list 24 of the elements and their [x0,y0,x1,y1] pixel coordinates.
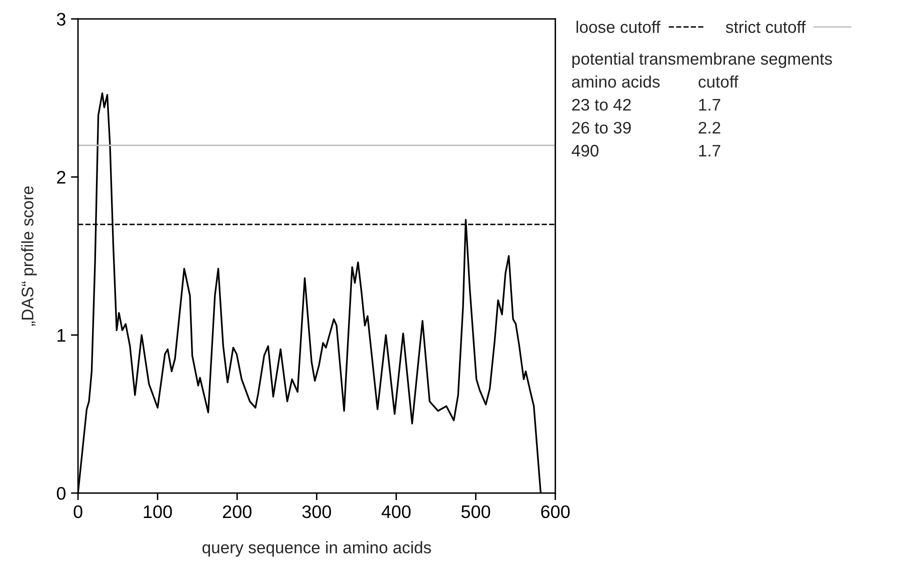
x-tick-label: 0 [74,505,82,518]
text: 490 [572,144,598,157]
x-tick-label: 400 [382,505,411,518]
x-tick-label: 300 [302,505,332,518]
legend-label: strict cutoff [726,20,806,33]
legend-label: loose cutoff [576,20,660,33]
text: 1.7 [699,99,720,110]
text: 23 to 42 [572,98,631,111]
x-tick-label: 100 [144,505,172,518]
x-tick-label: 500 [461,505,490,518]
x-tick-label: 600 [541,505,570,518]
text: 2.2 [698,122,720,134]
y-tick-label: 0 [56,487,66,500]
text: potential transmembrane segments [572,52,832,68]
y-tick-label: 3 [56,12,66,26]
x-axis-title: query sequence in amino acids [202,541,431,557]
text: 26 to 39 [572,122,631,134]
y-axis-title: „DAS“ profile score [21,186,37,326]
text: amino acids [572,75,660,88]
x-tick-label: 200 [222,505,252,518]
y-tick-label: 1 [58,329,66,342]
text: cutoff [698,75,738,88]
y-tick-label: 2 [57,170,66,184]
text: 1.7 [699,144,720,156]
